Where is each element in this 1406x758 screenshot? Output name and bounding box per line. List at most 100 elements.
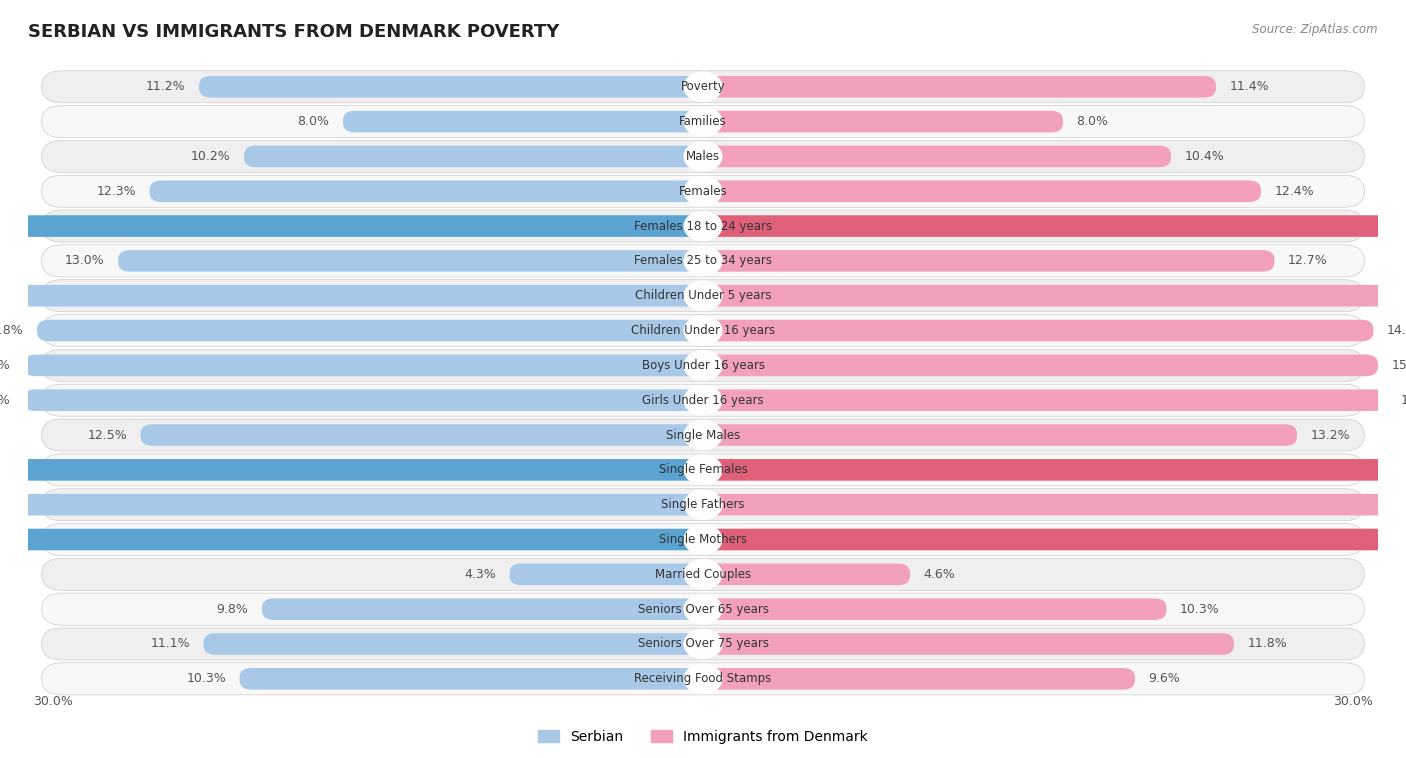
Circle shape <box>685 594 721 624</box>
Circle shape <box>685 490 721 519</box>
FancyBboxPatch shape <box>42 105 1364 138</box>
Text: 9.8%: 9.8% <box>217 603 249 615</box>
Text: 15.1%: 15.1% <box>0 359 10 372</box>
FancyBboxPatch shape <box>0 215 703 236</box>
FancyBboxPatch shape <box>42 175 1364 207</box>
Text: 14.8%: 14.8% <box>0 324 24 337</box>
Text: Children Under 16 years: Children Under 16 years <box>631 324 775 337</box>
FancyBboxPatch shape <box>37 320 703 341</box>
Circle shape <box>685 421 721 449</box>
Text: 12.7%: 12.7% <box>1288 255 1327 268</box>
FancyBboxPatch shape <box>703 215 1406 236</box>
FancyBboxPatch shape <box>703 563 910 585</box>
FancyBboxPatch shape <box>42 70 1364 103</box>
FancyBboxPatch shape <box>42 280 1364 312</box>
FancyBboxPatch shape <box>0 285 703 306</box>
Circle shape <box>685 386 721 415</box>
Text: Females: Females <box>679 185 727 198</box>
Text: 15.1%: 15.1% <box>0 393 10 407</box>
Text: Receiving Food Stamps: Receiving Food Stamps <box>634 672 772 685</box>
FancyBboxPatch shape <box>42 524 1364 556</box>
Text: 12.3%: 12.3% <box>97 185 136 198</box>
FancyBboxPatch shape <box>703 111 1063 133</box>
Text: 13.2%: 13.2% <box>1310 428 1350 441</box>
FancyBboxPatch shape <box>245 146 703 168</box>
Text: 4.3%: 4.3% <box>464 568 496 581</box>
Circle shape <box>685 211 721 241</box>
Circle shape <box>685 559 721 589</box>
FancyBboxPatch shape <box>42 419 1364 451</box>
Text: 11.4%: 11.4% <box>1229 80 1270 93</box>
Text: Single Fathers: Single Fathers <box>661 498 745 511</box>
FancyBboxPatch shape <box>703 529 1406 550</box>
Text: Single Males: Single Males <box>666 428 740 441</box>
Circle shape <box>685 664 721 694</box>
Circle shape <box>685 246 721 275</box>
Text: 30.0%: 30.0% <box>1333 695 1374 708</box>
Text: 15.2%: 15.2% <box>1400 393 1406 407</box>
FancyBboxPatch shape <box>24 390 703 411</box>
FancyBboxPatch shape <box>42 489 1364 521</box>
Circle shape <box>685 107 721 136</box>
Text: Males: Males <box>686 150 720 163</box>
Text: Females 25 to 34 years: Females 25 to 34 years <box>634 255 772 268</box>
FancyBboxPatch shape <box>0 459 703 481</box>
Text: 4.6%: 4.6% <box>924 568 955 581</box>
Text: Single Mothers: Single Mothers <box>659 533 747 546</box>
FancyBboxPatch shape <box>42 315 1364 346</box>
FancyBboxPatch shape <box>149 180 703 202</box>
FancyBboxPatch shape <box>42 140 1364 172</box>
Text: 12.5%: 12.5% <box>87 428 127 441</box>
FancyBboxPatch shape <box>42 662 1364 695</box>
FancyBboxPatch shape <box>703 180 1261 202</box>
Text: 8.0%: 8.0% <box>298 115 329 128</box>
Text: 11.2%: 11.2% <box>146 80 186 93</box>
FancyBboxPatch shape <box>24 355 703 376</box>
Legend: Serbian, Immigrants from Denmark: Serbian, Immigrants from Denmark <box>533 725 873 750</box>
FancyBboxPatch shape <box>703 250 1274 271</box>
Text: 13.0%: 13.0% <box>65 255 104 268</box>
Circle shape <box>685 142 721 171</box>
Circle shape <box>685 177 721 206</box>
FancyBboxPatch shape <box>141 424 703 446</box>
Text: Children Under 5 years: Children Under 5 years <box>634 290 772 302</box>
Text: 10.2%: 10.2% <box>191 150 231 163</box>
FancyBboxPatch shape <box>703 459 1406 481</box>
Text: 10.3%: 10.3% <box>187 672 226 685</box>
Text: Married Couples: Married Couples <box>655 568 751 581</box>
FancyBboxPatch shape <box>703 668 1135 690</box>
FancyBboxPatch shape <box>509 563 703 585</box>
FancyBboxPatch shape <box>703 76 1216 98</box>
FancyBboxPatch shape <box>262 598 703 620</box>
FancyBboxPatch shape <box>343 111 703 133</box>
Text: SERBIAN VS IMMIGRANTS FROM DENMARK POVERTY: SERBIAN VS IMMIGRANTS FROM DENMARK POVER… <box>28 23 560 41</box>
FancyBboxPatch shape <box>42 594 1364 625</box>
Text: 30.0%: 30.0% <box>32 695 73 708</box>
FancyBboxPatch shape <box>42 559 1364 590</box>
FancyBboxPatch shape <box>703 285 1406 306</box>
FancyBboxPatch shape <box>0 494 703 515</box>
FancyBboxPatch shape <box>42 384 1364 416</box>
FancyBboxPatch shape <box>703 355 1378 376</box>
Text: Single Females: Single Females <box>658 463 748 476</box>
FancyBboxPatch shape <box>703 390 1386 411</box>
FancyBboxPatch shape <box>200 76 703 98</box>
Text: 10.4%: 10.4% <box>1184 150 1225 163</box>
FancyBboxPatch shape <box>703 598 1167 620</box>
Circle shape <box>685 629 721 659</box>
Text: Families: Families <box>679 115 727 128</box>
Text: Poverty: Poverty <box>681 80 725 93</box>
Text: 10.3%: 10.3% <box>1180 603 1219 615</box>
Text: 11.1%: 11.1% <box>150 637 190 650</box>
Circle shape <box>685 316 721 345</box>
Circle shape <box>685 525 721 554</box>
Text: Boys Under 16 years: Boys Under 16 years <box>641 359 765 372</box>
Text: Seniors Over 75 years: Seniors Over 75 years <box>637 637 769 650</box>
Text: 12.4%: 12.4% <box>1274 185 1315 198</box>
Text: 11.8%: 11.8% <box>1247 637 1286 650</box>
FancyBboxPatch shape <box>42 628 1364 660</box>
FancyBboxPatch shape <box>703 633 1234 655</box>
FancyBboxPatch shape <box>42 349 1364 381</box>
Text: 9.6%: 9.6% <box>1149 672 1180 685</box>
Text: 14.9%: 14.9% <box>1386 324 1406 337</box>
